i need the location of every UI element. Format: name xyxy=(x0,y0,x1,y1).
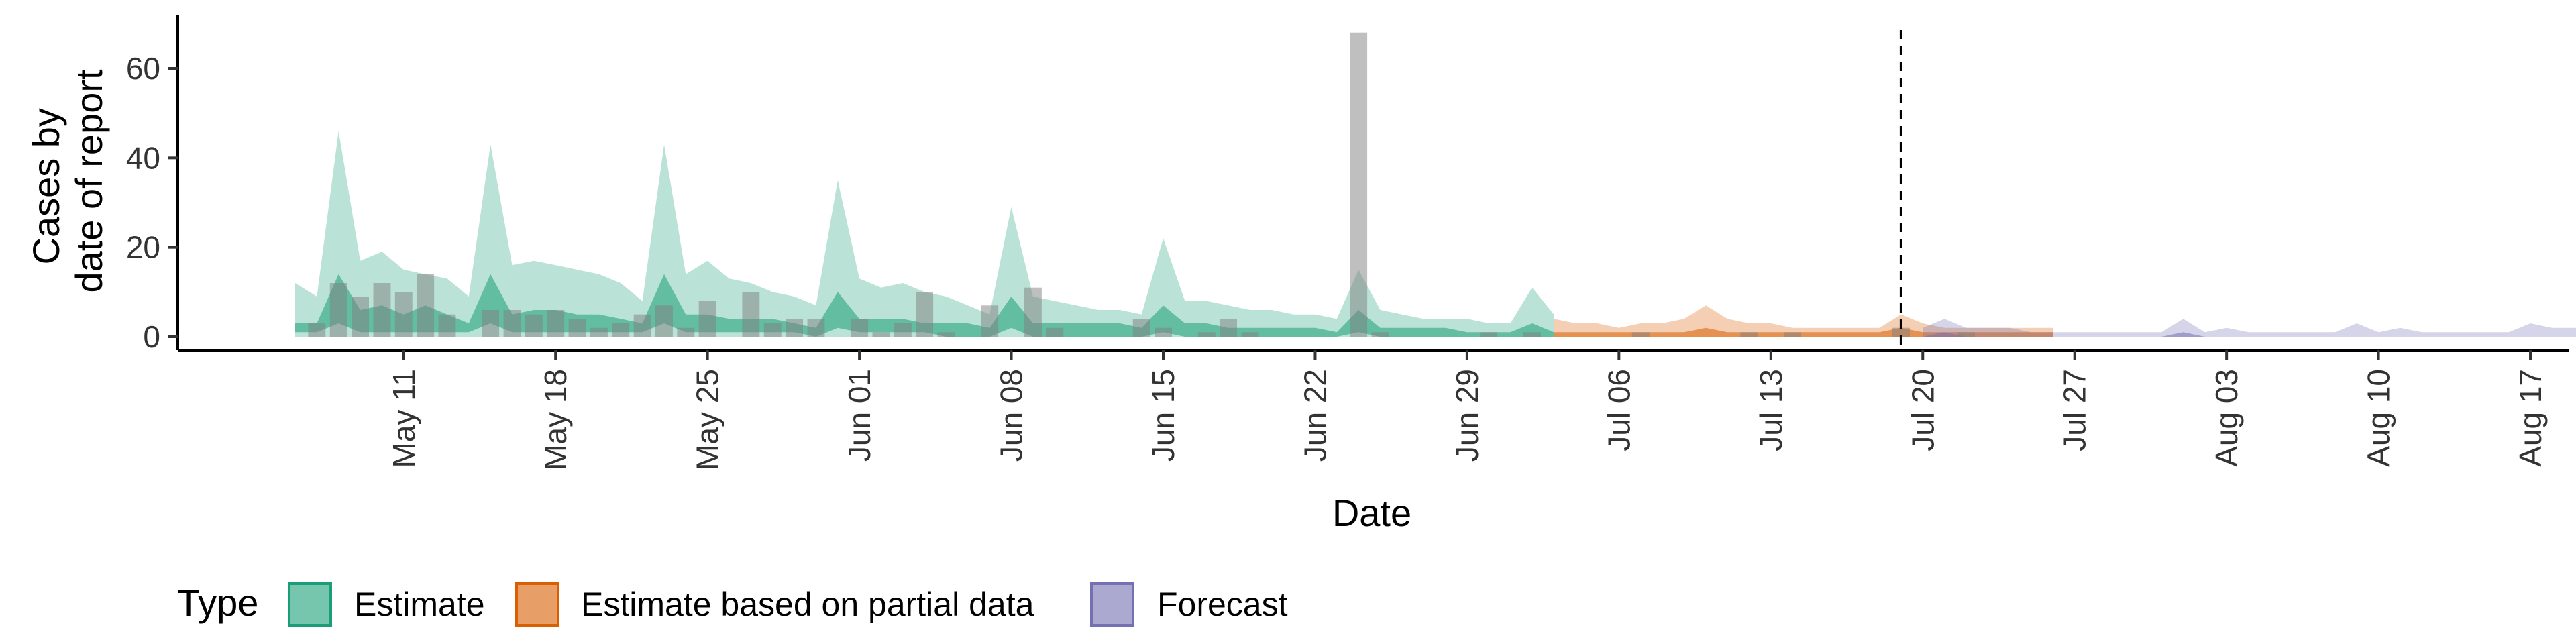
reported-cases-bar xyxy=(677,327,695,337)
x-tick-label: Jul 13 xyxy=(1754,369,1788,451)
reported-cases-bar xyxy=(937,332,955,337)
legend-swatch-estimate xyxy=(288,582,332,627)
reported-cases-bar xyxy=(329,283,347,337)
x-tick-label: Jun 29 xyxy=(1450,369,1485,462)
x-tick-label: Aug 10 xyxy=(2361,369,2396,467)
y-axis-title-line-2: date of report xyxy=(68,69,110,293)
reported-cases-bar xyxy=(851,319,869,337)
reported-cases-bar xyxy=(417,274,435,337)
reported-cases-bar xyxy=(633,314,651,337)
y-tick-label: 40 xyxy=(126,140,160,175)
reported-cases-bar xyxy=(503,310,521,337)
reported-cases-bar xyxy=(655,305,673,337)
reported-cases-bar xyxy=(1350,32,1368,337)
y-axis-title-line-1: Cases by xyxy=(25,108,67,264)
x-tick-label: Jul 06 xyxy=(1601,369,1636,451)
x-tick-label: Jul 27 xyxy=(2057,369,2092,451)
uncertainty-bands xyxy=(295,131,2576,337)
reported-cases-bar xyxy=(308,323,326,337)
y-axis-ticks: 0 20 40 60 xyxy=(126,51,178,354)
band-estimate-based-on-partial-data-90 xyxy=(1554,305,2053,337)
reported-cases-bar xyxy=(568,319,586,337)
reported-cases-bar xyxy=(547,310,565,337)
reported-cases-bar xyxy=(612,323,630,337)
legend-title: Type xyxy=(177,582,258,624)
legend-label-estimate: Estimate xyxy=(354,586,485,623)
x-tick-label: Jun 01 xyxy=(842,369,877,462)
reported-cases-bar xyxy=(525,314,543,337)
reported-cases-bar xyxy=(438,314,456,337)
reported-cases-bar xyxy=(1220,319,1237,337)
reported-cases-bar xyxy=(698,301,716,337)
reported-cases-bar xyxy=(742,292,760,337)
reported-cases-bar xyxy=(894,323,912,337)
reported-cases-bar xyxy=(1132,319,1150,337)
reported-cases-bar xyxy=(981,305,999,337)
legend-swatch-partial xyxy=(515,582,559,627)
reported-cases-bar xyxy=(373,283,391,337)
reported-cases-bar xyxy=(1784,332,1802,337)
reported-cases-bar xyxy=(1155,327,1172,337)
reported-cases-bar xyxy=(807,319,825,337)
band-estimate-based-on-partial-data-50 xyxy=(1554,327,2053,337)
x-tick-label: May 11 xyxy=(386,369,421,468)
band-estimate-50 xyxy=(295,274,1554,337)
reported-cases-bar xyxy=(872,332,890,337)
reported-cases-bars xyxy=(308,32,1975,337)
band-forecast-90 xyxy=(1923,319,2576,337)
reported-cases-bar xyxy=(1957,332,1975,337)
x-tick-label: Aug 03 xyxy=(2209,369,2244,467)
x-tick-label: Jun 08 xyxy=(994,369,1029,462)
x-tick-label: Aug 17 xyxy=(2513,369,2548,467)
reported-cases-bar xyxy=(1740,332,1758,337)
x-axis-title: Date xyxy=(1332,492,1411,534)
reported-cases-bar xyxy=(786,319,803,337)
reported-cases-bar xyxy=(1371,332,1389,337)
reported-cases-bar xyxy=(1892,327,1910,337)
x-tick-label: Jun 22 xyxy=(1297,369,1332,462)
reported-cases-bar xyxy=(1480,332,1498,337)
y-tick-label: 20 xyxy=(126,230,160,265)
x-tick-label: Jul 20 xyxy=(1905,369,1940,451)
reported-cases-bar xyxy=(352,297,369,337)
reported-cases-bar xyxy=(482,310,500,337)
x-tick-label: May 25 xyxy=(690,369,725,470)
reported-cases-bar xyxy=(916,292,934,337)
y-tick-label: 0 xyxy=(143,319,160,354)
reported-cases-bar xyxy=(1197,332,1216,337)
legend: Type Estimate Estimate based on partial … xyxy=(177,582,1288,627)
reported-cases-bar xyxy=(1631,332,1650,337)
reported-cases-bar xyxy=(1523,332,1541,337)
legend-swatch-forecast xyxy=(1090,582,1134,627)
legend-label-partial: Estimate based on partial data xyxy=(581,586,1034,623)
x-tick-label: May 18 xyxy=(538,369,573,470)
legend-label-forecast: Forecast xyxy=(1157,586,1288,623)
y-axis-title: Cases by date of report xyxy=(25,69,110,293)
axes xyxy=(176,15,2569,352)
reported-cases-bar xyxy=(763,323,782,337)
band-estimate-90 xyxy=(295,131,1554,337)
reported-cases-bar xyxy=(1024,287,1042,337)
reported-cases-bar xyxy=(1046,327,1064,337)
reported-cases-bar xyxy=(1241,332,1259,337)
reported-cases-bar xyxy=(394,292,413,337)
reported-cases-bar xyxy=(590,327,608,337)
x-tick-label: Jun 15 xyxy=(1146,369,1181,462)
x-axis-ticks: May 11 May 18 May 25 Jun 01 Jun 08 Jun 15 Jun … xyxy=(386,350,2548,470)
y-tick-label: 60 xyxy=(126,51,160,86)
